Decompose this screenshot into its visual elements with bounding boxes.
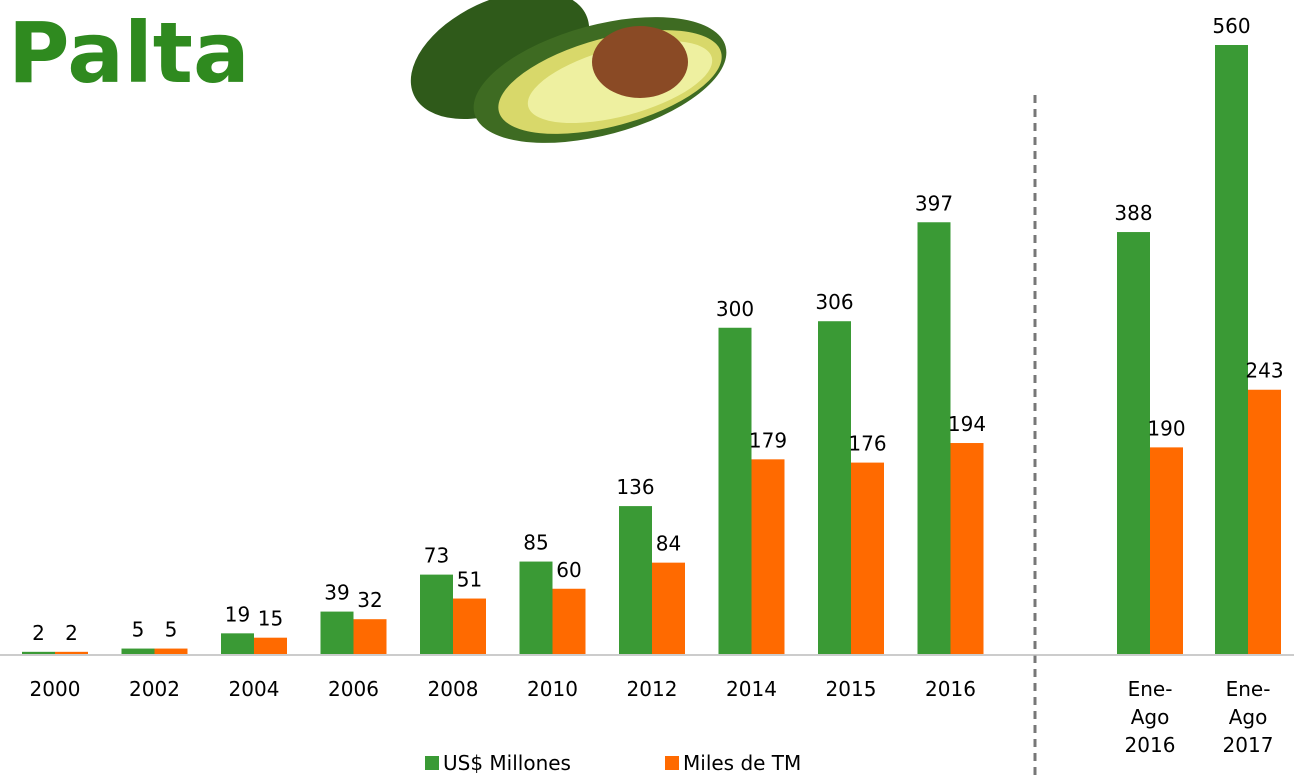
chart-title: Palta — [8, 4, 250, 102]
x-tick-label: 2015 — [825, 677, 877, 701]
data-label: 243 — [1245, 359, 1283, 383]
data-label: 306 — [815, 290, 853, 314]
bar — [917, 222, 951, 654]
legend-swatch — [425, 756, 439, 770]
data-label: 60 — [556, 558, 581, 582]
bar — [950, 443, 984, 654]
x-tick-label: 2010 — [527, 677, 578, 701]
bar — [353, 619, 387, 654]
x-tick-label: 2006 — [328, 677, 379, 701]
bar — [254, 637, 287, 654]
legend-swatch — [665, 756, 679, 770]
data-label: 32 — [357, 588, 382, 612]
data-label: 388 — [1114, 201, 1152, 225]
data-label: 73 — [424, 544, 449, 568]
data-label: 5 — [132, 618, 145, 642]
bar — [652, 562, 685, 654]
data-label: 136 — [616, 475, 654, 499]
bar — [1215, 45, 1248, 654]
bar — [818, 321, 851, 654]
x-tick-label: 2012 — [626, 677, 678, 701]
bar — [22, 651, 55, 654]
x-tick-label: 2002 — [129, 677, 180, 701]
bar — [552, 588, 586, 654]
data-label: 15 — [258, 607, 283, 631]
bar — [519, 561, 553, 654]
bar — [718, 327, 752, 654]
data-label: 300 — [716, 297, 754, 321]
bar — [851, 462, 884, 654]
x-tick-label: 2014 — [726, 677, 777, 701]
data-label: 560 — [1212, 14, 1250, 38]
avocado-image — [410, 0, 727, 143]
data-label: 85 — [523, 531, 548, 555]
bar — [154, 648, 188, 654]
data-label: 19 — [225, 602, 250, 626]
legend-label: Miles de TM — [683, 751, 801, 775]
x-tick-label: 2000 — [29, 677, 81, 701]
bar — [1117, 232, 1150, 655]
x-tick-label: 2004 — [228, 677, 280, 701]
data-label: 176 — [848, 432, 886, 456]
data-label: 51 — [457, 568, 482, 592]
x-tick-label: 2008 — [427, 677, 479, 701]
x-tick-label: 2016 — [925, 677, 976, 701]
x-tick-label: Ene-Ago 2017 — [1222, 677, 1274, 757]
data-label: 84 — [656, 532, 681, 556]
data-label: 397 — [915, 191, 953, 215]
data-label: 39 — [324, 581, 349, 605]
bar — [453, 598, 486, 654]
data-label: 179 — [749, 428, 787, 452]
x-tick-label: Ene-Ago 2016 — [1124, 677, 1176, 757]
bar — [751, 459, 785, 654]
bar — [221, 633, 254, 654]
data-label: 190 — [1147, 416, 1185, 440]
bar — [121, 648, 155, 654]
bar — [1150, 447, 1183, 654]
data-label: 2 — [65, 621, 78, 645]
legend-label: US$ Millones — [443, 751, 571, 775]
bar — [55, 651, 88, 654]
data-label: 5 — [165, 618, 178, 642]
bar — [420, 574, 453, 654]
data-label: 2 — [32, 621, 45, 645]
bar — [1248, 389, 1281, 654]
bar — [320, 611, 354, 654]
bar — [619, 506, 652, 654]
data-label: 194 — [948, 412, 986, 436]
